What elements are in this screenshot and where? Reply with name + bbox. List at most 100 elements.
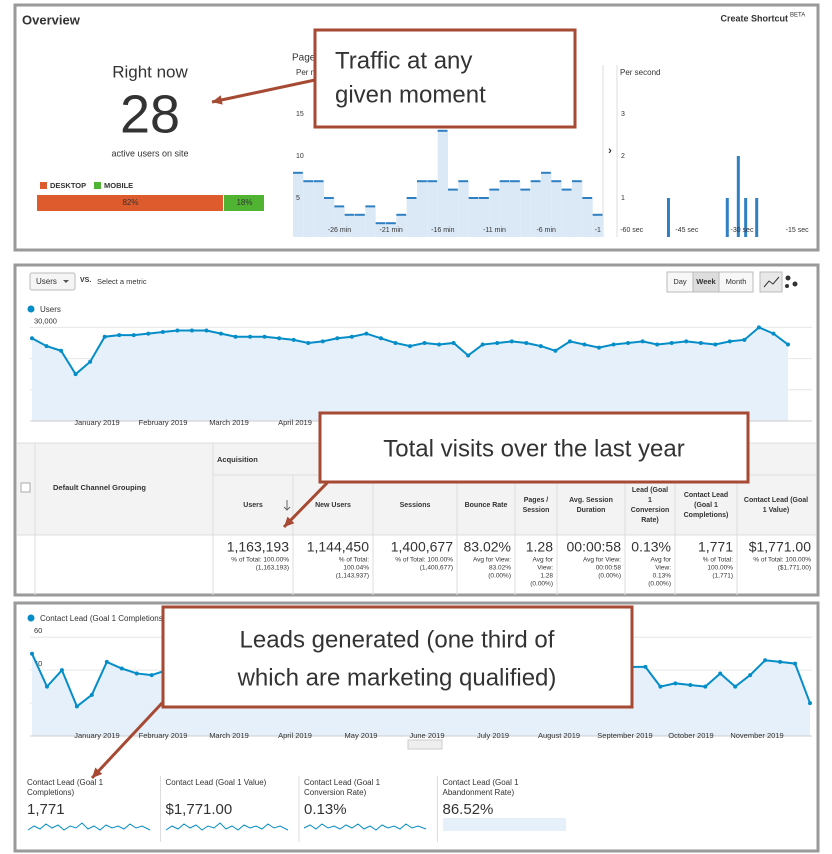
cell-note: Avg for	[651, 557, 672, 564]
minute-bar-top	[551, 180, 562, 183]
cell-note: ($1,771.00)	[778, 565, 811, 572]
minute-bar	[592, 213, 603, 237]
cell-value: 1.28	[526, 539, 553, 555]
collapse-tab[interactable]	[407, 739, 443, 750]
y-tick-label: 30,000	[34, 316, 57, 325]
minute-bar-top	[324, 197, 334, 199]
minute-bar-fill	[324, 198, 335, 237]
minute-bar-top	[386, 222, 396, 225]
minute-bar-top	[417, 180, 427, 183]
minute-bar-top	[293, 171, 303, 174]
point	[73, 372, 78, 377]
callout-arrowhead	[284, 516, 295, 527]
point	[262, 334, 267, 339]
callout-arrowhead	[92, 767, 103, 778]
point	[74, 704, 79, 709]
point	[306, 340, 311, 345]
minute-bar	[437, 129, 448, 237]
motion-icon[interactable]	[792, 281, 798, 287]
sort-arrow[interactable]	[283, 500, 291, 511]
minute-bar-fill	[375, 223, 386, 237]
point	[104, 659, 109, 664]
heading: Right now	[112, 62, 188, 81]
minute-bar-fill	[592, 214, 603, 237]
minute-bar-top	[313, 180, 324, 183]
expand-arrow[interactable]: ›	[608, 145, 612, 157]
point	[277, 336, 282, 341]
beta-badge: BETA	[790, 13, 805, 19]
x-tick-label: -1	[595, 227, 601, 234]
minute-bar	[541, 171, 552, 237]
point	[466, 353, 471, 358]
annotations: Traffic at any given moment Total visits o…	[90, 28, 750, 780]
callout-text: given moment	[335, 81, 486, 108]
minute-bar-fill	[561, 189, 572, 237]
point	[349, 334, 354, 339]
x-tick-label: -26 min	[328, 227, 351, 234]
point	[524, 340, 529, 345]
cell-note: (0.00%)	[530, 581, 553, 588]
minute-bar-fill	[334, 206, 345, 237]
cell-note: 00:00:58	[596, 565, 622, 572]
minute-bar-top	[303, 180, 314, 183]
minute-bar	[406, 197, 417, 237]
cell-note: View:	[537, 565, 553, 572]
minute-bar-fill	[499, 181, 510, 237]
x-tick-label: September 2019	[597, 731, 652, 740]
cell-note: (1,771)	[712, 573, 733, 580]
minute-bar	[582, 197, 593, 237]
point	[658, 684, 663, 689]
motion-icon[interactable]	[785, 275, 791, 281]
point	[763, 658, 768, 663]
minute-bar	[551, 180, 562, 237]
point	[291, 337, 296, 342]
cell-note: 0.13%	[653, 573, 672, 580]
device-label: 82%	[122, 198, 138, 207]
point	[378, 336, 383, 341]
column-header: Lead (Goal	[632, 487, 668, 494]
create-shortcut[interactable]: Create Shortcut	[720, 13, 788, 23]
column-header: Bounce Rate	[465, 502, 508, 509]
callout-box	[318, 411, 750, 484]
checkbox[interactable]	[20, 482, 31, 493]
tile-label: Abandonment Rate)	[443, 788, 515, 797]
column-header: New Users	[315, 502, 351, 509]
minute-bar	[303, 180, 314, 237]
minute-bar-top	[355, 213, 365, 216]
column-header: Completions)	[684, 512, 729, 519]
metric-dropdown[interactable]	[29, 272, 76, 291]
overview-title: Overview	[22, 12, 81, 27]
x-tick-label: March 2019	[209, 731, 249, 740]
period-button[interactable]	[718, 271, 754, 293]
second-spike	[666, 198, 670, 237]
column-header: Rate)	[641, 517, 659, 524]
section-header: Acquisition	[217, 455, 258, 464]
minute-bar	[293, 171, 304, 237]
point	[808, 701, 812, 706]
point	[248, 334, 253, 339]
y-tick-label: 60	[34, 626, 42, 635]
column-header: Avg. Session	[569, 497, 613, 504]
cell-note: 100.00%	[707, 565, 733, 572]
point	[669, 340, 674, 345]
period-label: Week	[696, 277, 716, 286]
minute-bar-top	[479, 197, 489, 199]
minute-bar	[375, 222, 386, 237]
cell-note: % of Total:	[703, 557, 733, 564]
point	[698, 340, 703, 345]
tile-value: 86.52%	[443, 801, 494, 818]
x-tick-label: May 2019	[345, 731, 378, 740]
point	[688, 682, 693, 687]
point	[408, 344, 412, 349]
minute-bar	[396, 213, 407, 237]
minute-bar	[458, 180, 469, 237]
point	[30, 651, 34, 656]
select-metric[interactable]: Select a metric	[97, 277, 147, 286]
tile-value: $1,771.00	[166, 801, 233, 818]
minute-bar	[561, 188, 572, 237]
minute-bar	[324, 197, 335, 237]
x-tick-label: July 2019	[477, 731, 509, 740]
cell-value: 00:00:58	[567, 539, 622, 555]
motion-icon[interactable]	[785, 284, 789, 288]
